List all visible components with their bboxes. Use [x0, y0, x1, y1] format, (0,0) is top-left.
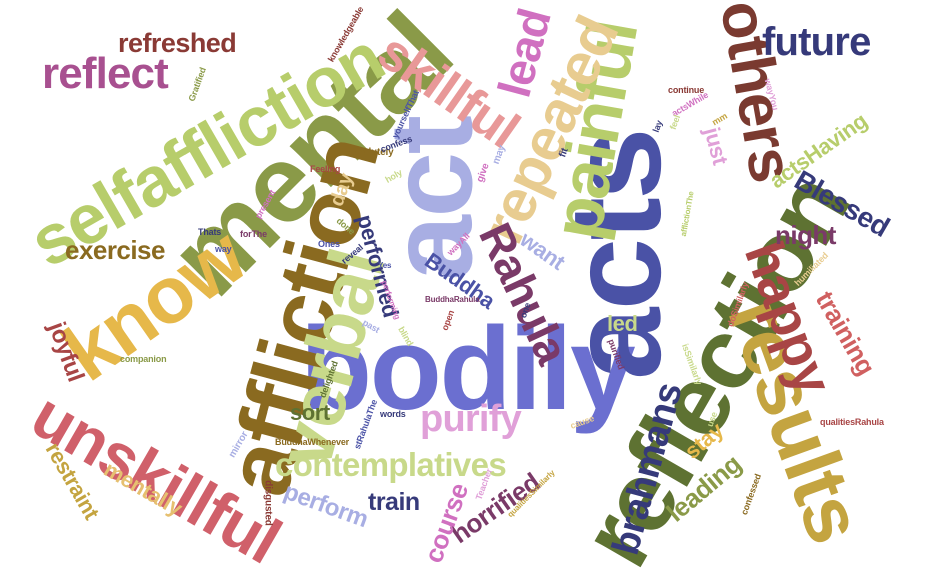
word-contemplatives: contemplatives: [275, 446, 507, 483]
word-exercise: exercise: [65, 235, 165, 265]
word-feel: feel: [667, 113, 683, 131]
word-disgusted: disgusted: [262, 480, 274, 526]
word-purify: purify: [420, 398, 522, 440]
word-way: way: [215, 244, 232, 254]
word-just: just: [699, 124, 734, 168]
word-refreshed: refreshed: [118, 28, 237, 58]
word-sort: sort: [290, 400, 330, 425]
word-qualitiesrahula: qualitiesRahula: [820, 417, 884, 427]
word-gratified: Gratified: [186, 65, 208, 103]
word-bodily: bodily: [300, 303, 636, 435]
word-future: future: [762, 20, 871, 64]
word-forthe: forThe: [240, 229, 267, 239]
word-thats: Thats: [198, 227, 222, 237]
word-ones: Ones: [318, 239, 340, 249]
word-continue: continue: [668, 85, 705, 95]
word-perform: perform: [280, 477, 372, 534]
word-yes: Yes: [378, 261, 392, 270]
word-words: words: [380, 409, 406, 419]
word-led: led: [607, 311, 638, 336]
word-reflect: reflect: [42, 49, 169, 98]
word-train: train: [368, 488, 420, 516]
word-companion: companion: [120, 354, 167, 364]
word-absolutely: absolutely: [346, 147, 394, 158]
word-confessed: confessed: [738, 472, 764, 517]
word-buddharahula: BuddhaRahula: [425, 295, 480, 304]
word-feeling: Feeling: [310, 164, 341, 174]
word-night: night: [775, 220, 836, 250]
word-buddhawhenever: BuddhaWhenever: [275, 437, 349, 447]
